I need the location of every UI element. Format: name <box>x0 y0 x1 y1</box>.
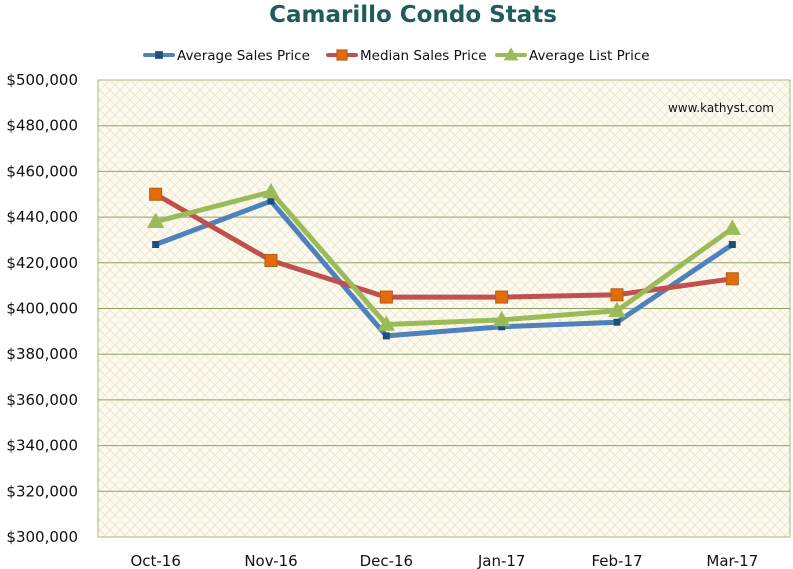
data-point <box>377 315 396 331</box>
data-point <box>498 323 506 331</box>
data-point <box>149 187 163 201</box>
y-tick-label: $300,000 <box>6 528 78 546</box>
y-tick-label: $480,000 <box>6 117 78 135</box>
legend-item: Average List Price <box>495 47 650 64</box>
legend-item: Median Sales Price <box>326 48 487 64</box>
legend-label: Average Sales Price <box>177 48 310 64</box>
series-group <box>146 182 742 340</box>
x-tick-label: Oct-16 <box>130 552 180 569</box>
y-tick-label: $380,000 <box>6 345 78 363</box>
y-axis-tick-labels: $300,000 $320,000 $340,000 $360,000 $380,000… <box>6 71 78 546</box>
data-point <box>336 49 348 61</box>
x-tick-label: Feb-17 <box>591 552 642 569</box>
series-line <box>153 198 735 339</box>
legend-label: Median Sales Price <box>360 48 487 64</box>
series-line <box>153 189 735 327</box>
x-axis-tick-labels: Oct-16 Nov-16 Dec-16 Jan-17 Feb-17 Mar-17 <box>130 552 758 569</box>
x-tick-label: Dec-16 <box>360 552 414 569</box>
legend: Average Sales Price Median Sales Price Ave… <box>143 47 650 64</box>
data-point <box>155 51 163 59</box>
data-point <box>379 290 393 304</box>
y-tick-label: $340,000 <box>6 437 78 455</box>
y-tick-label: $400,000 <box>6 300 78 318</box>
data-point <box>610 288 624 302</box>
series-3 <box>146 182 742 331</box>
y-tick-label: $320,000 <box>6 482 78 500</box>
y-tick-label: $460,000 <box>6 162 78 180</box>
x-tick-label: Nov-16 <box>244 552 297 569</box>
data-point <box>608 301 626 318</box>
data-point <box>728 241 736 249</box>
data-point <box>613 318 621 326</box>
legend-item: Average Sales Price <box>143 48 310 64</box>
data-point <box>492 310 511 327</box>
data-point <box>495 290 509 304</box>
data-point <box>723 219 742 235</box>
series-2 <box>149 187 739 304</box>
x-tick-label: Jan-17 <box>477 552 526 569</box>
y-tick-label: $360,000 <box>6 391 78 409</box>
data-point <box>152 241 160 249</box>
source-annotation: www.kathyst.com <box>668 101 774 115</box>
gridlines <box>98 125 790 492</box>
y-tick-label: $440,000 <box>6 208 78 226</box>
x-tick-label: Mar-17 <box>706 552 758 569</box>
data-point <box>262 182 280 199</box>
data-point <box>267 197 275 205</box>
data-point <box>146 212 165 228</box>
data-point <box>503 47 519 61</box>
data-point <box>725 272 739 286</box>
y-tick-label: $420,000 <box>6 254 78 272</box>
y-tick-label: $500,000 <box>6 71 78 89</box>
legend-label: Average List Price <box>529 48 650 64</box>
data-point <box>382 332 390 340</box>
data-point <box>264 254 278 268</box>
series-line <box>153 191 735 300</box>
chart-title: Camarillo Condo Stats <box>269 2 557 28</box>
series-1 <box>152 197 736 340</box>
